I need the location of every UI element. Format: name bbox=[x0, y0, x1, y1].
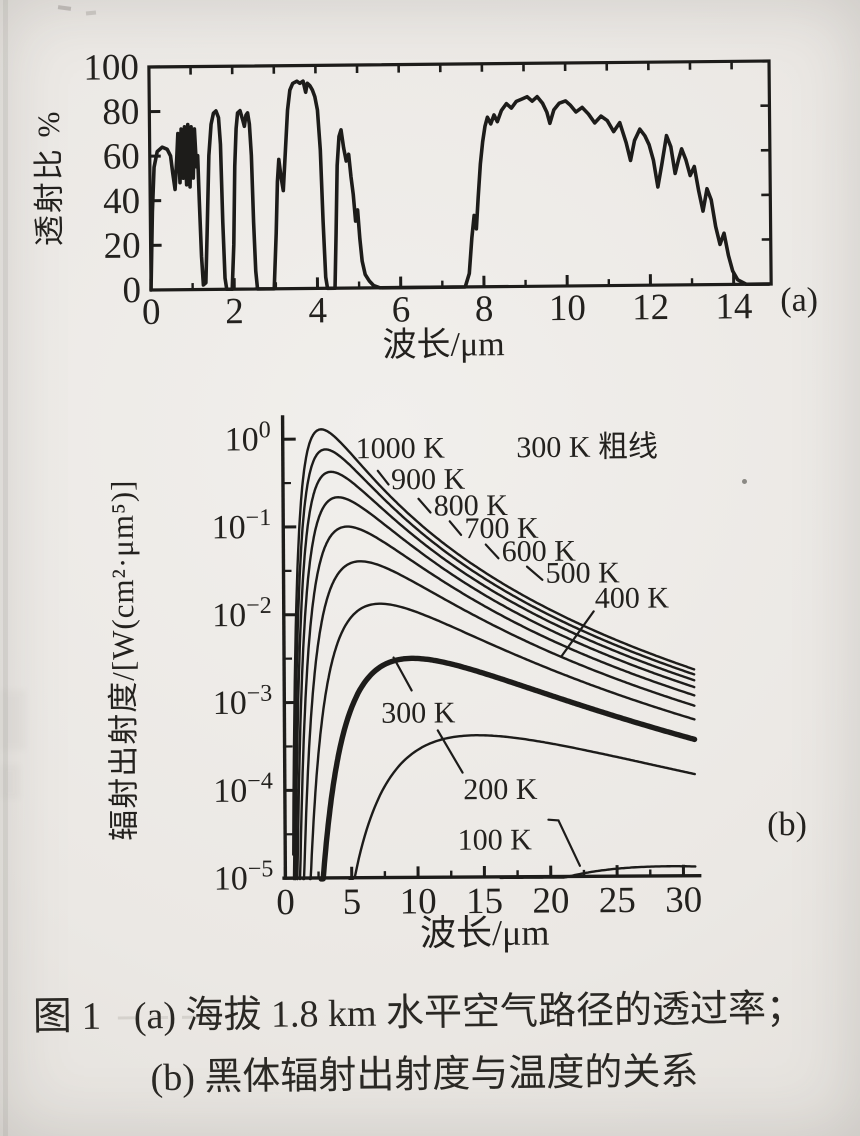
transmittance-curve bbox=[149, 79, 771, 292]
annotation-label: 500 K bbox=[546, 556, 621, 589]
figure-number: 图 1 bbox=[32, 994, 102, 1039]
annotation-leader bbox=[376, 469, 390, 486]
annotation-leader bbox=[392, 656, 413, 692]
y-tick-label: 100 bbox=[83, 47, 139, 89]
annotation-leader bbox=[484, 543, 500, 560]
scan-artifact-streak bbox=[3, 0, 8, 1136]
x-tick-label: 5 bbox=[343, 882, 362, 923]
annotation-leader bbox=[417, 497, 432, 514]
x-tick-label: 2 bbox=[225, 291, 244, 332]
planck-curve-500K bbox=[302, 560, 696, 881]
x-tick-label: 10 bbox=[400, 881, 437, 922]
y-tick-label: 20 bbox=[103, 225, 140, 266]
annotation-leader bbox=[436, 729, 464, 774]
annotation-leader bbox=[547, 818, 582, 867]
annotation-label: 300 K bbox=[381, 696, 456, 729]
y-tick-label: 80 bbox=[102, 92, 139, 133]
x-tick-label: 0 bbox=[142, 292, 161, 333]
annotation-label: 300 K 粗线 bbox=[516, 430, 658, 464]
caption-line-b: (b) 黑体辐射出射度与温度的关系 bbox=[150, 1050, 699, 1100]
annotation-leader bbox=[448, 520, 463, 537]
y-tick-label: 10−1 bbox=[212, 505, 272, 546]
x-tick-label: 12 bbox=[632, 287, 669, 328]
annotation-label: 800 K bbox=[434, 489, 509, 522]
y-tick-label: 60 bbox=[103, 136, 140, 177]
x-tick-label: 30 bbox=[665, 880, 702, 921]
x-tick-label: 6 bbox=[392, 289, 411, 330]
annotation-leader bbox=[560, 610, 595, 658]
planck-curve-200K bbox=[347, 734, 696, 881]
x-tick-label: 15 bbox=[466, 881, 503, 922]
x-tick-label: 4 bbox=[308, 290, 327, 331]
annotation-label: 1000 K bbox=[356, 432, 446, 466]
planck-curve-800K bbox=[294, 470, 696, 881]
y-tick-label: 0 bbox=[122, 270, 141, 311]
planck-curve-900K bbox=[292, 448, 696, 881]
x-tick-label: 10 bbox=[549, 288, 586, 329]
scan-artifact-smudge bbox=[0, 690, 26, 750]
x-tick-label: 8 bbox=[475, 289, 494, 330]
x-tick-label: 0 bbox=[276, 882, 295, 923]
annotation-leader bbox=[525, 565, 544, 581]
annotation-label: 200 K bbox=[463, 773, 538, 806]
planck-curve-700K bbox=[296, 496, 696, 881]
planck-curve-100K bbox=[499, 864, 697, 880]
x-tick-label: 14 bbox=[715, 286, 752, 327]
scan-artifact-smudge bbox=[0, 765, 20, 799]
y-axis bbox=[280, 415, 288, 880]
planck-curve-300K bbox=[318, 655, 698, 882]
annotation-label: 100 K bbox=[458, 823, 533, 856]
planck-curve-1000K bbox=[292, 428, 696, 856]
planck-curve-400K bbox=[308, 602, 696, 881]
caption-line-a: (a) 海拔 1.8 km 水平空气路径的透过率； bbox=[133, 987, 805, 1038]
annotation-label: 900 K bbox=[391, 463, 466, 496]
annotation-label: 600 K bbox=[502, 535, 577, 568]
annotation-label: 700 K bbox=[464, 512, 539, 545]
y-tick-label: 10−3 bbox=[213, 681, 273, 722]
scan-artifact-dot bbox=[742, 479, 747, 484]
y-tick-label: 40 bbox=[103, 181, 140, 222]
x-tick-label: 20 bbox=[532, 880, 569, 921]
planck-curve-600K bbox=[298, 525, 696, 881]
x-tick-label: 25 bbox=[599, 880, 636, 921]
annotation-label: 400 K bbox=[595, 581, 670, 614]
